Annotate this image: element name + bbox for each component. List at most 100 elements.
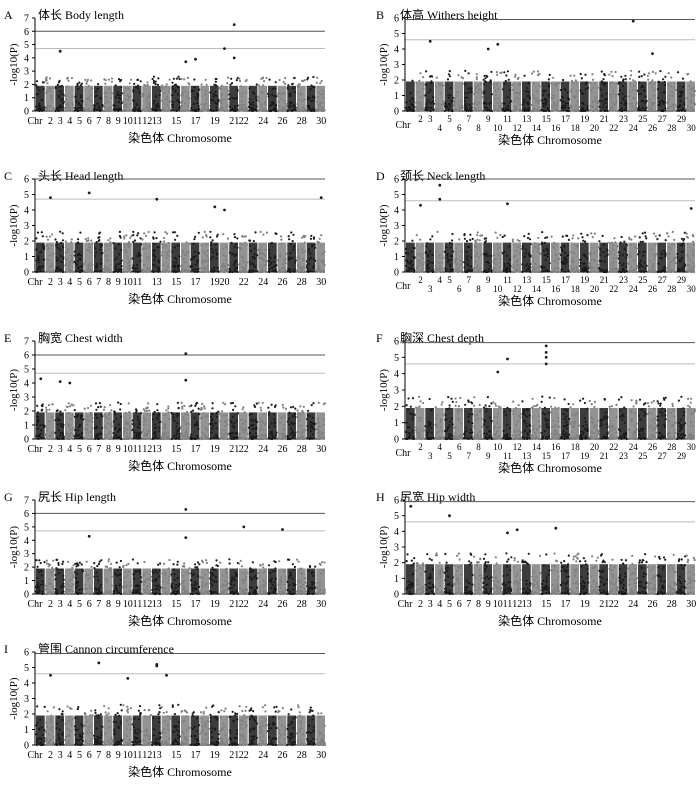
snp-point	[35, 237, 38, 240]
snp-point	[415, 234, 418, 237]
y-tick-label: 1	[24, 93, 29, 104]
x-tick-label: 25	[638, 114, 648, 124]
x-tick-label: 13	[152, 116, 162, 127]
snp-point	[680, 237, 684, 240]
snp-point	[48, 408, 51, 411]
chromosome-block	[297, 412, 306, 439]
snp-point	[310, 404, 313, 407]
snp-point	[405, 404, 408, 407]
chromosome-block	[580, 242, 589, 272]
snp-point	[259, 230, 262, 233]
chromosome-block	[36, 412, 45, 439]
snp-point	[654, 72, 657, 75]
panel-letter: D	[376, 169, 385, 183]
snp-point	[291, 83, 294, 86]
snp-point	[181, 405, 184, 409]
chromosome-block	[493, 242, 502, 272]
snp-point	[41, 408, 44, 411]
snp-point	[61, 239, 65, 242]
peak-point	[223, 47, 226, 50]
snp-point	[186, 76, 189, 79]
x-tick-label: 8	[106, 444, 111, 455]
snp-point	[482, 78, 485, 81]
snp-point	[103, 406, 106, 409]
x-tick-label: 9	[116, 444, 121, 455]
x-tick-label: 29	[677, 275, 687, 285]
snp-point	[211, 239, 214, 242]
chromosome-block	[473, 81, 483, 111]
snp-point	[145, 409, 149, 412]
snp-point	[85, 239, 88, 243]
chromosome-block	[161, 85, 171, 111]
snp-point	[227, 76, 230, 79]
snp-point	[418, 79, 421, 82]
snp-point	[478, 403, 481, 407]
snp-point	[104, 82, 107, 85]
y-tick-label: 1	[24, 252, 29, 263]
chromosome-block	[686, 242, 695, 272]
chromosome-block	[522, 242, 531, 272]
y-tick-label: 0	[394, 268, 399, 279]
x-tick-label: 6	[457, 123, 462, 133]
snp-point	[201, 402, 204, 406]
snp-point	[146, 406, 149, 409]
y-tick-label: 1	[394, 91, 399, 102]
snp-point	[146, 81, 149, 84]
snp-point	[465, 240, 469, 243]
x-tick-label: 28	[297, 277, 307, 288]
y-tick-label: 3	[394, 386, 399, 397]
snp-point	[176, 234, 179, 237]
snp-point	[141, 238, 144, 241]
snp-point	[66, 76, 69, 79]
peak-point	[438, 197, 442, 201]
chromosome-block	[628, 242, 637, 272]
snp-point	[620, 235, 623, 239]
chromosome-block	[676, 81, 686, 111]
snp-point	[315, 81, 318, 84]
x-tick-label: 8	[476, 123, 481, 133]
snp-point	[459, 396, 462, 400]
chromosome-block	[190, 412, 200, 439]
snp-point	[683, 231, 686, 234]
snp-point	[214, 77, 217, 81]
y-tick-label: 5	[24, 190, 29, 201]
snp-point	[156, 83, 159, 86]
chromosome-block	[45, 85, 55, 111]
y-axis-label: -log10(P)	[378, 43, 390, 86]
chromosome-block	[638, 81, 647, 111]
snp-point	[644, 235, 647, 238]
snp-point	[514, 73, 517, 76]
snp-point	[84, 78, 87, 81]
x-tick-label: 26	[278, 277, 288, 288]
snp-point	[87, 237, 90, 240]
chromosome-block	[45, 242, 55, 272]
chromosome-block	[599, 242, 608, 272]
chromosome-block	[229, 85, 238, 111]
snp-point	[475, 73, 478, 76]
chromosome-block	[570, 242, 579, 272]
snp-point	[257, 401, 260, 404]
chromosome-block	[580, 81, 589, 111]
snp-point	[253, 405, 257, 408]
peak-point	[319, 196, 323, 200]
x-tick-label: 17	[191, 277, 201, 288]
snp-point	[175, 77, 178, 80]
chromosome-block	[210, 242, 219, 272]
snp-point	[95, 408, 98, 411]
snp-point	[623, 240, 626, 243]
snp-points	[404, 230, 696, 274]
y-tick-label: 3	[24, 393, 29, 404]
snp-point	[484, 77, 487, 80]
x-tick-label: 10	[123, 277, 133, 288]
chromosome-block	[551, 81, 560, 111]
x-tick-label: 19	[210, 277, 220, 288]
x-tick-label: 24	[629, 123, 639, 133]
snp-point	[632, 79, 635, 82]
snp-point	[499, 71, 502, 75]
x-tick-label: Chr	[28, 116, 44, 127]
chromosome-block	[483, 408, 492, 439]
chromosome-block	[65, 85, 74, 111]
x-tick-label: 6	[87, 444, 92, 455]
